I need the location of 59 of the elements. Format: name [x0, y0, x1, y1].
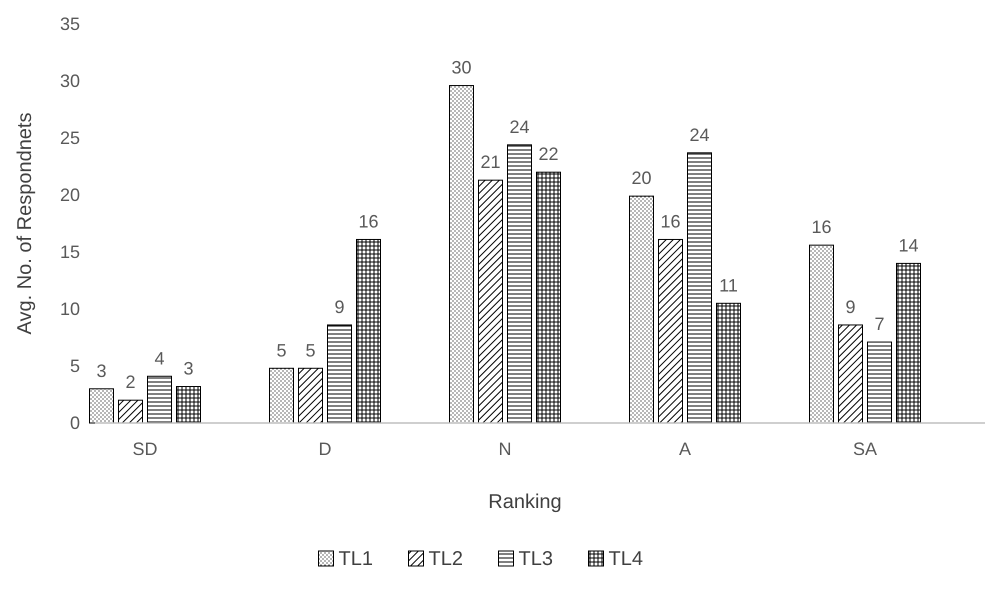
bar: [118, 400, 143, 424]
bar: [629, 196, 654, 424]
data-label: 5: [305, 340, 316, 360]
x-tick-label: A: [678, 439, 692, 459]
legend-label: TL2: [428, 548, 463, 570]
bar: [298, 368, 323, 424]
data-label: 22: [538, 144, 559, 164]
bar: [89, 388, 114, 424]
data-label: 14: [898, 235, 919, 256]
y-tick-label: 20: [60, 185, 80, 205]
y-tick-label: 0: [70, 413, 80, 433]
y-axis-title: Avg. No. of Respondnets: [14, 112, 36, 334]
bar: [658, 238, 683, 424]
y-tick-label: 5: [70, 356, 80, 376]
legend-label: TL1: [338, 548, 373, 570]
y-tick-label: 35: [60, 14, 80, 34]
data-label: 16: [660, 211, 681, 232]
legend-label: TL3: [518, 548, 553, 570]
data-label: 9: [845, 296, 856, 317]
data-label: 21: [480, 152, 501, 172]
x-tick-label: N: [498, 439, 512, 459]
bar: [176, 386, 201, 424]
bar: [867, 342, 892, 424]
bar: [449, 85, 474, 424]
bar: [147, 376, 172, 424]
bar: [896, 262, 921, 424]
bar: [478, 180, 503, 424]
y-tick-label: 25: [60, 128, 80, 148]
bar: [356, 238, 381, 424]
x-axis-title: Ranking: [488, 491, 562, 513]
data-label: 30: [451, 58, 472, 78]
data-label: 20: [631, 168, 652, 188]
y-tick-label: 10: [60, 299, 80, 319]
y-tick-label: 15: [60, 242, 80, 262]
data-label: 2: [125, 372, 136, 392]
data-label: 5: [276, 340, 287, 360]
data-label: 4: [154, 348, 165, 368]
x-tick-label: SA: [852, 439, 878, 459]
data-label: 11: [719, 275, 738, 296]
data-label: 7: [874, 314, 885, 334]
bar: [687, 152, 712, 424]
data-label: 24: [689, 124, 710, 145]
x-tick-label: D: [318, 439, 332, 459]
data-label: 9: [334, 296, 345, 317]
bar: [507, 144, 532, 424]
bar: [327, 324, 352, 424]
data-label: 24: [509, 116, 530, 137]
data-label: 3: [96, 360, 107, 381]
data-label: 16: [358, 211, 379, 232]
bar: [716, 302, 741, 424]
bar: [536, 172, 561, 424]
y-tick-label: 30: [60, 71, 80, 91]
legend-label: TL4: [608, 548, 643, 570]
x-tick-label: SD: [132, 439, 158, 459]
bar: [809, 244, 834, 424]
bar: [269, 368, 294, 424]
data-label: 16: [811, 217, 832, 238]
bar: [838, 324, 863, 424]
data-label: 3: [183, 358, 194, 379]
